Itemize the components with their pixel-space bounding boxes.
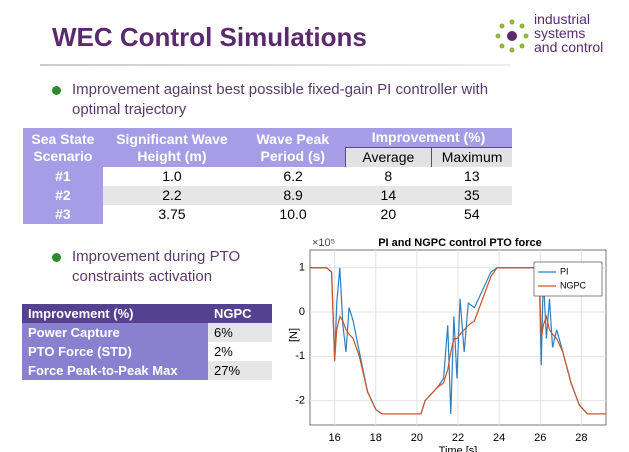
x-tick-label: 24 xyxy=(493,432,505,444)
chart-title: PI and NGPC control PTO force xyxy=(378,237,542,249)
table-row: #3 3.75 10.0 20 54 xyxy=(23,205,512,224)
y-exponent: ×10⁵ xyxy=(312,237,335,249)
bullet-dot xyxy=(52,253,61,262)
table-cell: #3 xyxy=(23,205,103,224)
x-tick-label: 18 xyxy=(370,432,382,444)
header-cell: Significant Wave Height (m) xyxy=(102,128,242,167)
y-axis-label: [N] xyxy=(288,328,300,342)
constraint-table: Improvement (%) NGPC Power Capture 6% PTO Fo… xyxy=(22,304,272,380)
logo-icon xyxy=(495,19,529,53)
x-axis-label: Time [s] xyxy=(439,445,478,452)
title-rule xyxy=(40,64,510,66)
legend-label: NGPC xyxy=(560,280,587,290)
table-cell: 2% xyxy=(214,344,233,359)
table-cell: 1.0 xyxy=(162,168,182,184)
bullet-text: Improvement during PTO constraints activ… xyxy=(72,248,241,285)
table-cell: 3.75 xyxy=(158,206,186,222)
table-cell: Power Capture xyxy=(22,323,208,342)
series-line xyxy=(310,267,606,415)
slide-title: WEC Control Simulations xyxy=(52,22,367,52)
table-cell: 8 xyxy=(384,168,393,184)
y-tick-label: -2 xyxy=(295,395,305,407)
x-tick-label: 28 xyxy=(575,432,587,444)
x-tick-label: 20 xyxy=(411,432,423,444)
table-cell: 10.0 xyxy=(279,206,307,222)
table-cell: PTO Force (STD) xyxy=(22,342,208,361)
table-cell: #1 xyxy=(23,167,103,186)
table-cell: 35 xyxy=(431,186,512,205)
table-row: Power Capture 6% xyxy=(22,323,272,342)
series-line xyxy=(310,267,606,415)
table-cell: 54 xyxy=(464,206,480,222)
bullet-text: Improvement against best possible fixed-… xyxy=(72,81,489,118)
table-cell: 8.9 xyxy=(241,186,345,205)
x-tick-label: 22 xyxy=(452,432,464,444)
table-cell: Force Peak-to-Peak Max xyxy=(22,361,208,380)
y-tick-label: -1 xyxy=(295,350,305,362)
subheader-cell: Average xyxy=(344,147,432,167)
table-row: #2 2.2 8.9 14 35 xyxy=(23,186,512,205)
table-cell: 2.2 xyxy=(102,186,242,205)
table-cell: 14 xyxy=(345,186,432,205)
table-row: #1 1.0 6.2 8 13 xyxy=(23,167,512,186)
x-tick-label: 16 xyxy=(329,432,341,444)
logo-text: and control xyxy=(534,39,604,55)
results-table: Sea State Scenario Significant Wave Heigh… xyxy=(23,128,512,224)
logo-text: systems xyxy=(534,25,586,41)
legend-label: PI xyxy=(560,266,569,276)
bullet-dot xyxy=(52,86,61,95)
table-cell: 27% xyxy=(208,361,272,380)
logo-text: industrial xyxy=(534,11,591,27)
table-cell: #2 xyxy=(23,186,103,205)
table-row: Force Peak-to-Peak Max 27% xyxy=(22,361,272,380)
x-tick-label: 26 xyxy=(534,432,546,444)
subheader-cell: Maximum xyxy=(431,147,512,167)
table-cell: 20 xyxy=(380,206,397,222)
legend-box xyxy=(533,261,603,297)
header-cell: Wave Peak Period (s) xyxy=(241,128,345,167)
table-cell: 6% xyxy=(208,323,272,342)
table-row: Improvement (%) NGPC xyxy=(22,304,272,323)
table-row: Average Maximum xyxy=(23,147,512,167)
y-tick-label: 1 xyxy=(299,262,305,274)
header-cell: Improvement (%) xyxy=(345,128,512,148)
header-cell: Sea State Scenario xyxy=(23,128,103,167)
table-row: PTO Force (STD) 2% xyxy=(22,342,272,361)
header-cell: Improvement (%) xyxy=(22,304,208,323)
header-cell: NGPC xyxy=(208,304,272,323)
logo: industrial systems and control xyxy=(492,12,622,62)
table-cell: 6.2 xyxy=(283,168,303,184)
chart: 16 18 20 22 24 26 28 -2 -1 0 1 PI and NGPC control … xyxy=(288,237,607,452)
table-cell: 13 xyxy=(464,168,480,184)
y-tick-label: 0 xyxy=(299,306,305,318)
table-row: Sea State Scenario Significant Wave Heigh… xyxy=(23,128,512,167)
